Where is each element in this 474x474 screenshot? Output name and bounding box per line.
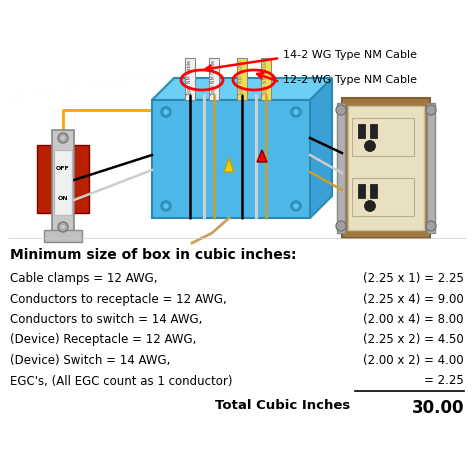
Polygon shape xyxy=(152,78,332,100)
Bar xyxy=(358,184,365,198)
Circle shape xyxy=(365,140,375,152)
Text: = 2.25: = 2.25 xyxy=(424,374,464,388)
Circle shape xyxy=(336,105,346,115)
Text: Type NM Cable: Type NM Cable xyxy=(264,60,268,96)
Text: Total Cubic Inches: Total Cubic Inches xyxy=(215,399,350,412)
Circle shape xyxy=(58,222,68,232)
Text: 12-2 WG Type NM Cable: 12-2 WG Type NM Cable xyxy=(283,75,417,85)
Text: Type NM Cable: Type NM Cable xyxy=(188,60,192,96)
Circle shape xyxy=(426,221,436,231)
Circle shape xyxy=(164,203,168,209)
Text: Cable clamps = 12 AWG,: Cable clamps = 12 AWG, xyxy=(10,272,157,285)
Text: OFF: OFF xyxy=(56,165,70,171)
Bar xyxy=(348,106,424,230)
Bar xyxy=(342,98,430,238)
Bar xyxy=(370,124,377,138)
Bar xyxy=(44,230,82,242)
Bar xyxy=(358,124,365,138)
Circle shape xyxy=(61,136,65,140)
Text: (Device) Switch = 14 AWG,: (Device) Switch = 14 AWG, xyxy=(10,354,170,367)
Bar xyxy=(185,58,195,100)
Bar xyxy=(52,130,74,235)
Circle shape xyxy=(293,109,299,115)
Polygon shape xyxy=(257,150,267,162)
Bar xyxy=(370,184,377,198)
Circle shape xyxy=(336,221,346,231)
Text: Type NM Cable: Type NM Cable xyxy=(239,60,245,96)
Text: ON: ON xyxy=(58,195,68,201)
Text: Type NM Cable: Type NM Cable xyxy=(211,60,217,96)
Text: 30.00: 30.00 xyxy=(411,399,464,417)
Text: (2.00 x 4) = 8.00: (2.00 x 4) = 8.00 xyxy=(364,313,464,326)
Bar xyxy=(54,150,72,215)
Bar xyxy=(237,58,247,100)
Bar xyxy=(152,100,310,218)
Text: (2.25 x 4) = 9.00: (2.25 x 4) = 9.00 xyxy=(363,292,464,306)
Circle shape xyxy=(164,109,168,115)
Text: Minimum size of box in cubic inches:: Minimum size of box in cubic inches: xyxy=(10,248,297,262)
Text: (2.25 x 2) = 4.50: (2.25 x 2) = 4.50 xyxy=(363,334,464,346)
Text: Conductors to receptacle = 12 AWG,: Conductors to receptacle = 12 AWG, xyxy=(10,292,227,306)
Circle shape xyxy=(161,107,171,117)
Text: (2.25 x 1) = 2.25: (2.25 x 1) = 2.25 xyxy=(363,272,464,285)
Text: (Device) Receptacle = 12 AWG,: (Device) Receptacle = 12 AWG, xyxy=(10,334,196,346)
Text: EGC's, (All EGC count as 1 conductor): EGC's, (All EGC count as 1 conductor) xyxy=(10,374,233,388)
Bar xyxy=(37,145,89,213)
Bar xyxy=(427,103,435,233)
Circle shape xyxy=(161,201,171,211)
Circle shape xyxy=(293,203,299,209)
Bar xyxy=(352,178,414,216)
Bar xyxy=(337,103,345,233)
Bar xyxy=(261,58,271,100)
Circle shape xyxy=(426,105,436,115)
Polygon shape xyxy=(224,158,234,172)
Circle shape xyxy=(291,201,301,211)
Circle shape xyxy=(61,225,65,229)
Bar xyxy=(352,118,414,156)
Text: Conductors to switch = 14 AWG,: Conductors to switch = 14 AWG, xyxy=(10,313,202,326)
Bar xyxy=(209,58,219,100)
Polygon shape xyxy=(310,78,332,218)
Circle shape xyxy=(291,107,301,117)
Circle shape xyxy=(365,201,375,211)
Text: (2.00 x 2) = 4.00: (2.00 x 2) = 4.00 xyxy=(364,354,464,367)
Circle shape xyxy=(58,133,68,143)
Text: 14-2 WG Type NM Cable: 14-2 WG Type NM Cable xyxy=(283,50,417,60)
